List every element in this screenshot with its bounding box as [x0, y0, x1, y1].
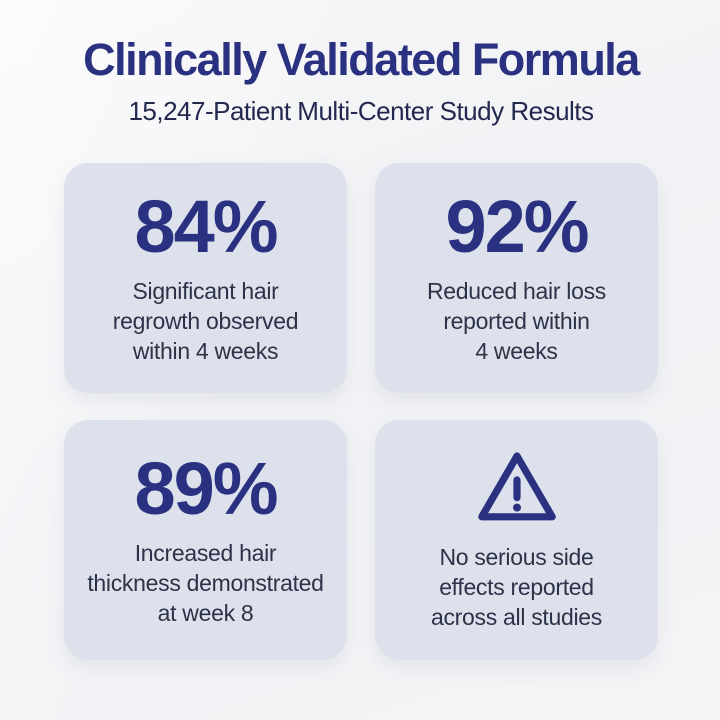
- description-line: No serious side: [439, 543, 594, 570]
- description-line: at week 8: [157, 599, 254, 626]
- description-line: Reduced hair loss: [426, 277, 606, 304]
- stat-description-regrowth: Significant hair regrowth observed withi…: [112, 276, 299, 366]
- stat-card-side-effects: No serious side effects reported across …: [375, 419, 658, 660]
- description-line: Significant hair: [132, 277, 279, 304]
- stat-card-thickness: 89% Increased hair thickness demonstrate…: [64, 419, 347, 660]
- description-line: within 4 weeks: [132, 337, 279, 364]
- stats-grid: 84% Significant hair regrowth observed w…: [64, 162, 658, 660]
- stat-card-hair-loss: 92% Reduced hair loss reported within 4 …: [375, 162, 658, 393]
- page-title: Clinically Validated Formula: [83, 34, 640, 85]
- stat-description-hair-loss: Reduced hair loss reported within 4 week…: [427, 276, 606, 366]
- description-line: 4 weeks: [475, 337, 558, 364]
- stat-value-regrowth: 84%: [134, 184, 278, 268]
- description-line: regrowth observed: [112, 307, 299, 334]
- stat-description-thickness: Increased hair thickness demonstrated at…: [87, 538, 324, 628]
- warning-triangle-icon: [473, 448, 561, 528]
- stat-description-side-effects: No serious side effects reported across …: [431, 542, 602, 632]
- stat-value-hair-loss: 92%: [445, 184, 589, 268]
- description-line: Increased hair: [134, 539, 277, 566]
- header: Clinically Validated Formula 15,247-Pati…: [64, 34, 658, 127]
- stat-card-regrowth: 84% Significant hair regrowth observed w…: [64, 162, 347, 393]
- page-subtitle: 15,247-Patient Multi-Center Study Result…: [128, 95, 594, 126]
- description-line: across all studies: [430, 603, 602, 630]
- stat-value-thickness: 89%: [134, 446, 278, 530]
- description-line: effects reported: [439, 573, 594, 600]
- description-line: reported within: [443, 307, 590, 334]
- description-line: thickness demonstrated: [87, 569, 324, 596]
